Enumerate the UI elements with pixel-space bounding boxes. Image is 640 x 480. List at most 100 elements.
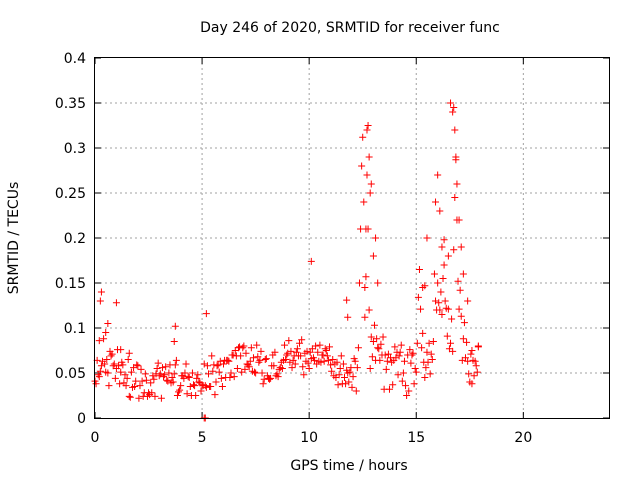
- data-point: [119, 361, 127, 369]
- data-point: [180, 374, 188, 382]
- data-point: [283, 351, 291, 359]
- data-point: [417, 305, 425, 313]
- data-point: [110, 360, 118, 368]
- data-point: [319, 351, 327, 359]
- data-point: [392, 354, 400, 362]
- data-point: [448, 315, 456, 323]
- data-point: [316, 341, 324, 349]
- data-point: [207, 383, 215, 390]
- data-point: [186, 383, 194, 390]
- data-point: [241, 365, 249, 373]
- data-point: [134, 362, 142, 370]
- data-point: [423, 348, 431, 356]
- y-tick-label: 0.25: [55, 186, 86, 202]
- data-point: [459, 270, 467, 278]
- data-point: [112, 299, 120, 307]
- data-point: [447, 99, 455, 107]
- y-tick-label: 0.4: [64, 51, 86, 67]
- data-point: [384, 350, 392, 358]
- data-point: [127, 368, 135, 376]
- data-point: [262, 355, 270, 363]
- data-point: [224, 356, 232, 364]
- data-point: [326, 343, 334, 351]
- data-point: [177, 382, 185, 390]
- data-point: [162, 363, 170, 371]
- data-point: [345, 378, 353, 386]
- data-point: [402, 382, 410, 390]
- data-point: [148, 389, 156, 397]
- data-point: [460, 319, 468, 327]
- y-tick-label: 0: [77, 411, 86, 427]
- data-point: [133, 361, 141, 369]
- data-point: [244, 361, 252, 369]
- data-point: [227, 369, 235, 377]
- data-point: [415, 266, 423, 273]
- data-point: [414, 293, 422, 301]
- data-point: [322, 347, 330, 354]
- data-point: [373, 335, 381, 343]
- data-point: [132, 377, 140, 385]
- data-point: [271, 348, 279, 356]
- data-point: [101, 360, 109, 368]
- data-point: [425, 339, 433, 347]
- data-point: [464, 297, 472, 305]
- data-points: [91, 99, 482, 422]
- x-tick-label: 5: [198, 430, 207, 446]
- data-point: [423, 234, 431, 242]
- data-point: [190, 381, 198, 389]
- data-point: [258, 369, 266, 377]
- data-point: [182, 360, 190, 368]
- data-point: [246, 357, 254, 365]
- data-point: [96, 297, 104, 305]
- data-point: [111, 374, 119, 382]
- data-point: [212, 378, 220, 386]
- data-point: [349, 373, 357, 381]
- data-point: [198, 381, 206, 389]
- data-point: [439, 275, 447, 282]
- data-point: [136, 382, 144, 390]
- data-point: [422, 364, 430, 372]
- data-point: [176, 386, 184, 394]
- data-point: [311, 356, 319, 364]
- data-point: [165, 369, 173, 377]
- data-point: [336, 365, 344, 372]
- data-point: [154, 359, 162, 367]
- data-point: [413, 339, 421, 347]
- data-point: [367, 180, 375, 188]
- data-point: [202, 383, 210, 391]
- data-point: [365, 306, 373, 314]
- plot-frame: [94, 57, 610, 419]
- data-point: [398, 377, 406, 385]
- grid: [95, 58, 609, 418]
- x-tick-label: 20: [514, 430, 532, 446]
- data-point: [457, 312, 465, 320]
- data-point: [406, 346, 414, 354]
- data-point: [394, 371, 402, 379]
- data-point: [410, 380, 418, 388]
- data-point: [383, 357, 391, 365]
- data-point: [185, 374, 193, 381]
- data-point: [137, 365, 145, 373]
- data-point: [374, 279, 382, 287]
- data-point: [209, 367, 217, 375]
- data-point: [427, 350, 435, 358]
- data-point: [366, 189, 374, 197]
- data-point: [381, 351, 389, 359]
- data-point: [438, 243, 446, 251]
- data-point: [100, 335, 108, 343]
- data-point: [395, 352, 403, 360]
- data-point: [441, 297, 449, 305]
- y-tick-label: 0.1: [64, 321, 86, 337]
- data-point: [188, 369, 196, 377]
- data-point: [267, 374, 275, 382]
- data-point: [455, 216, 463, 224]
- data-point: [303, 347, 311, 355]
- data-point: [333, 358, 341, 366]
- data-point: [421, 374, 429, 381]
- data-point: [364, 122, 372, 129]
- data-point: [92, 380, 100, 388]
- data-point: [194, 371, 202, 379]
- data-point: [335, 371, 343, 379]
- data-point: [408, 351, 416, 359]
